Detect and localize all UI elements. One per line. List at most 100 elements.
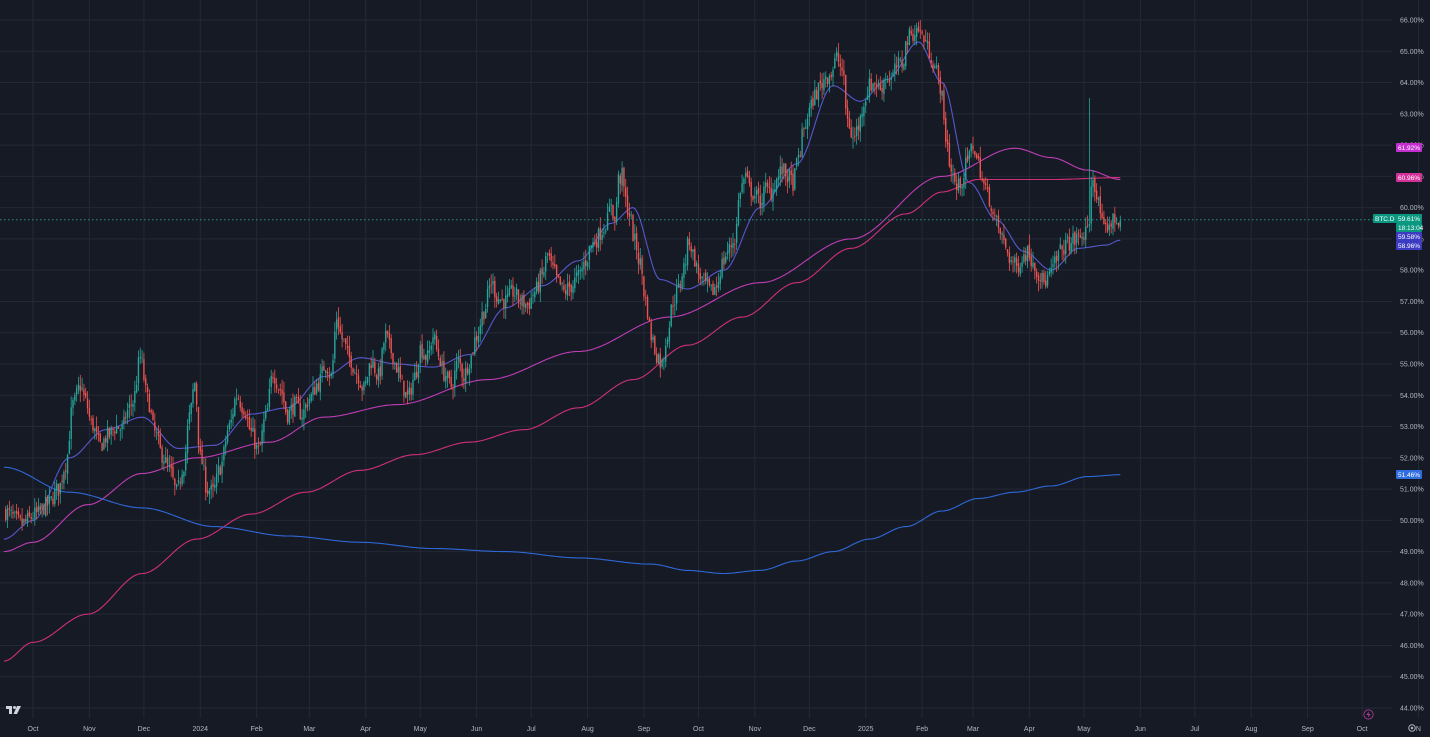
candle-body <box>54 488 56 505</box>
candle-body <box>674 304 676 306</box>
candle-body <box>863 106 865 117</box>
x-tick-label: 2025 <box>858 726 874 733</box>
price-tag-label: 51.46% <box>1398 472 1420 479</box>
candle-body <box>1094 178 1096 193</box>
candle-body <box>128 404 131 408</box>
candle-body <box>212 483 214 487</box>
candle-body <box>739 193 741 200</box>
candle-body <box>590 245 592 248</box>
grid-layer <box>0 0 1419 718</box>
candle-body <box>817 82 820 101</box>
candle-body <box>348 345 351 357</box>
candle-body <box>468 369 471 375</box>
candle-body <box>726 251 729 255</box>
candle-body <box>303 409 305 420</box>
candle-body <box>826 78 829 84</box>
candle-body <box>286 410 289 423</box>
candle-body <box>961 186 963 189</box>
candle-body <box>445 376 447 382</box>
candle-body <box>515 288 518 295</box>
x-tick-label: 2024 <box>192 726 208 733</box>
candle-body <box>539 270 541 293</box>
candle-body <box>577 269 580 275</box>
candle-body <box>626 195 629 215</box>
x-tick-label: Nov <box>749 726 762 733</box>
candle-body <box>23 519 25 523</box>
candle-body <box>232 414 234 420</box>
candle-body <box>410 387 412 395</box>
candle-body <box>585 260 587 266</box>
candle-body <box>885 79 887 81</box>
candle-body <box>561 283 563 285</box>
candle-body <box>1079 235 1081 238</box>
y-axis: 66.00%65.00%64.00%63.00%62.00%61.00%60.0… <box>1400 18 1424 713</box>
candle-body <box>1001 233 1003 235</box>
candle-body <box>955 183 958 191</box>
candle-body <box>825 76 827 80</box>
candle-body <box>839 63 841 67</box>
lightning-icon[interactable] <box>1363 709 1374 720</box>
candle-body <box>677 283 680 287</box>
x-tick-label: May <box>1077 726 1091 733</box>
candle-body <box>15 510 18 514</box>
settings-icon[interactable] <box>1407 723 1417 733</box>
candle-body <box>312 387 314 395</box>
price-tag: 60.96% <box>1396 173 1422 182</box>
candle-body <box>612 204 614 219</box>
candle-body <box>314 387 316 395</box>
candle-body <box>534 292 536 298</box>
candle-body <box>319 374 321 393</box>
y-tick-label: 58.00% <box>1400 268 1424 275</box>
price-tag: 59.58% <box>1396 232 1422 241</box>
candle-body <box>1006 249 1009 253</box>
candle-body <box>490 284 492 286</box>
candle-body <box>343 338 345 340</box>
candle-body <box>1072 233 1074 244</box>
price-tag-label: BTC.D <box>1375 216 1395 223</box>
candle-body <box>57 483 60 496</box>
candle-body <box>952 173 954 175</box>
price-tag-bg <box>1396 143 1422 152</box>
candle-body <box>437 348 440 357</box>
candle-body <box>355 373 358 376</box>
candle-body <box>605 230 607 232</box>
candle-body <box>135 384 138 393</box>
y-tick-label: 50.00% <box>1400 518 1424 525</box>
candle-body <box>443 360 445 381</box>
candle-body <box>828 76 831 85</box>
candle-body <box>599 228 601 240</box>
candle-body <box>70 407 72 440</box>
candle-body <box>779 166 781 179</box>
candle-body <box>292 403 294 415</box>
candle-body <box>1048 271 1051 275</box>
candle-body <box>199 446 201 452</box>
candle-body <box>194 382 196 391</box>
candle-body <box>288 409 291 424</box>
candle-body <box>957 178 960 191</box>
candle-body <box>765 182 767 188</box>
candle-body <box>621 168 623 186</box>
candle-body <box>1035 271 1038 277</box>
candle-body <box>397 367 400 373</box>
candle-body <box>548 252 551 256</box>
candle-body <box>814 89 816 106</box>
candle-body <box>1081 236 1083 239</box>
candle-body <box>790 170 792 175</box>
candle-body <box>866 95 869 100</box>
candle-body <box>77 384 80 390</box>
tradingview-logo-icon[interactable] <box>5 704 23 716</box>
candle-body <box>959 178 961 188</box>
candle-body <box>268 389 271 408</box>
candle-body <box>625 187 627 197</box>
ma-line-ma_long <box>3 466 1121 575</box>
candle-body <box>403 380 405 397</box>
x-tick-label: Feb <box>916 726 928 733</box>
candle-body <box>388 333 391 340</box>
candle-body <box>603 232 605 234</box>
candle-body <box>588 245 591 261</box>
candle-body <box>428 350 431 353</box>
candle-body <box>697 264 700 275</box>
candle-body <box>474 337 476 355</box>
